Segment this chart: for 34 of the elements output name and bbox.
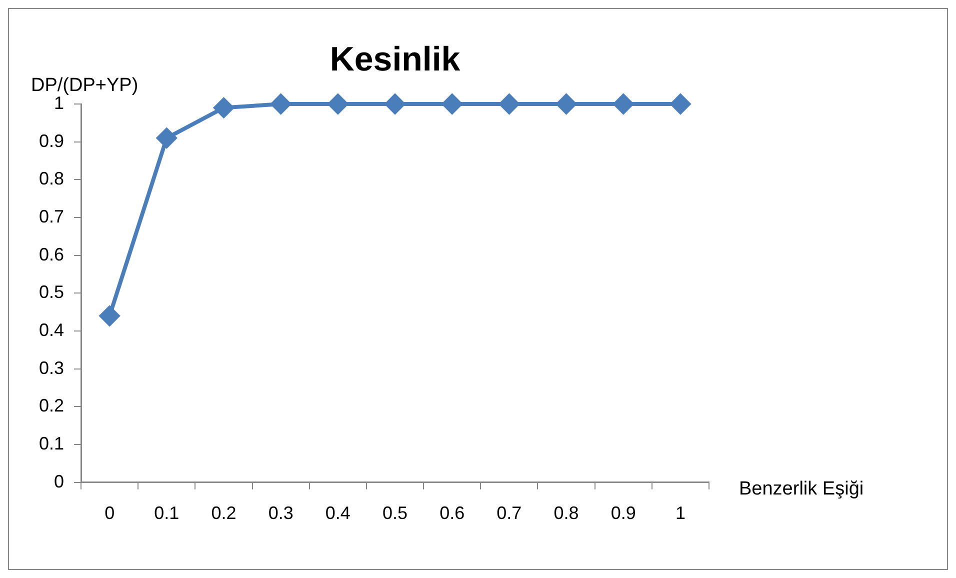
y-tick-label: 0.2	[38, 396, 64, 416]
point	[270, 94, 291, 114]
x-tick-label: 0.7	[496, 503, 522, 524]
point	[385, 94, 406, 114]
y-tick-label: 0.9	[38, 130, 64, 151]
x-tick-label: 0.4	[325, 503, 350, 524]
y-tick-label: 0.6	[38, 244, 64, 264]
point	[156, 128, 177, 148]
x-tick-label: 0.1	[154, 503, 180, 524]
x-tick-label: 0	[104, 503, 115, 524]
y-tick-label: 0	[54, 471, 64, 492]
x-tick-label: 0.8	[554, 503, 579, 524]
y-tick-label: 0.1	[38, 434, 64, 454]
point	[613, 94, 634, 114]
y-tick-label: 0.8	[38, 168, 64, 189]
y-tick-label: 0.7	[38, 206, 64, 226]
y-tick-label: 0.3	[38, 358, 64, 378]
x-tick-label: 1	[675, 503, 686, 524]
point	[556, 94, 576, 114]
point	[328, 94, 348, 114]
y-tick-label: 0.5	[38, 282, 64, 302]
x-axis-title: Benzerlik Eşiği	[739, 478, 864, 500]
x-tick-label: 0.3	[268, 503, 294, 524]
point	[214, 98, 234, 118]
y-tick-label: 0.4	[38, 320, 64, 340]
x-tick-label: 0.2	[211, 503, 236, 524]
point	[442, 94, 462, 114]
x-tick-label: 0.5	[382, 503, 408, 524]
chart-title: Kesinlik	[330, 40, 460, 78]
point	[670, 94, 690, 114]
point	[499, 94, 520, 114]
x-tick-label: 0.9	[610, 503, 636, 524]
x-tick-label: 0.6	[440, 503, 465, 524]
point	[100, 306, 120, 326]
